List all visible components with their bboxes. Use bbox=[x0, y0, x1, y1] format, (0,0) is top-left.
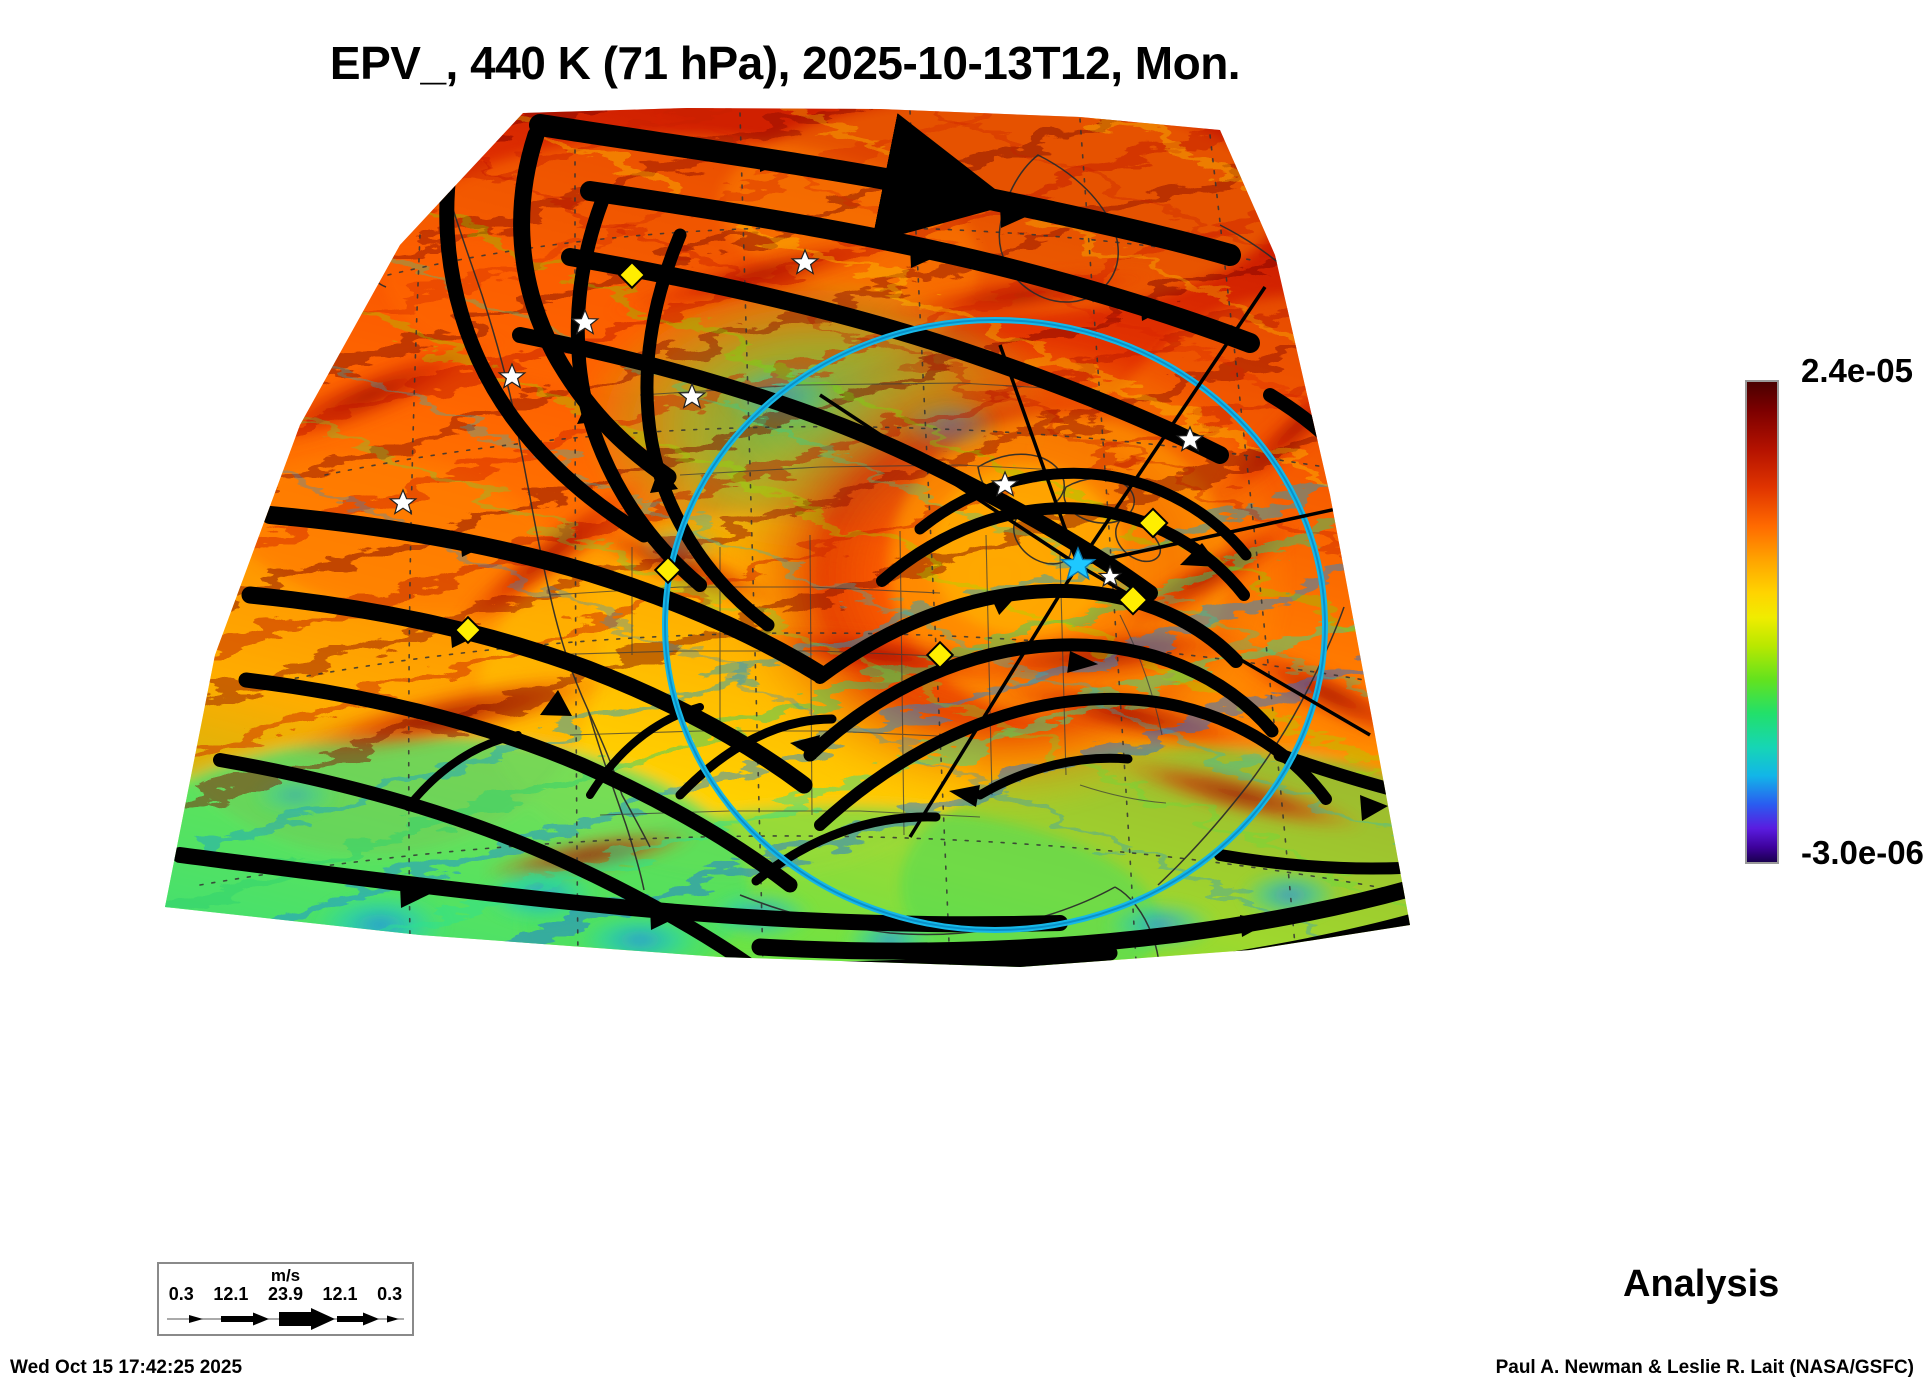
map-panel[interactable] bbox=[120, 95, 1500, 1105]
colorbar-min-label: -3.0e-06 bbox=[1801, 834, 1924, 871]
base-station-star-icon[interactable] bbox=[1059, 546, 1097, 581]
station-diamond-marker[interactable] bbox=[453, 260, 1169, 670]
analysis-label: Analysis bbox=[1623, 1263, 1780, 1305]
colorbar-gradient bbox=[1745, 380, 1779, 864]
white-star-marker[interactable] bbox=[388, 248, 1205, 588]
epv-scalar-field bbox=[165, 108, 1410, 967]
wind-legend-arrow-glyphs bbox=[167, 1308, 404, 1330]
generation-timestamp: Wed Oct 15 17:42:25 2025 bbox=[10, 1357, 243, 1378]
page-title: EPV_, 440 K (71 hPa), 2025-10-13T12, Mon… bbox=[329, 37, 1241, 89]
flight-range-circle-inner bbox=[664, 319, 1326, 931]
streamline-arrowheads bbox=[400, 151, 1388, 967]
wind-legend-tick: 23.9 bbox=[267, 1284, 303, 1304]
colorbar: 2.4e-05 -3.0e-06 bbox=[1745, 352, 1924, 871]
wind-legend-tick-labels: 0.3 12.1 23.9 12.1 0.3 bbox=[159, 1284, 412, 1305]
epv-map-canvas[interactable] bbox=[120, 95, 1500, 1105]
wind-legend-unit-label: m/s bbox=[270, 1266, 301, 1285]
wind-legend-tick: 12.1 bbox=[213, 1284, 249, 1304]
wind-legend-tick: 12.1 bbox=[322, 1284, 358, 1304]
wind-legend-tick: 0.3 bbox=[168, 1284, 194, 1304]
wind-streamlines bbox=[172, 113, 1410, 967]
wind-speed-legend: m/s 0.3 12.1 23.9 12.1 0.3 bbox=[157, 1262, 414, 1336]
colorbar-max-label: 2.4e-05 bbox=[1801, 352, 1913, 389]
map-markers[interactable] bbox=[388, 248, 1205, 670]
author-credit: Paul A. Newman & Leslie R. Lait (NASA/GS… bbox=[1495, 1357, 1914, 1378]
wind-legend-tick: 0.3 bbox=[377, 1284, 403, 1304]
